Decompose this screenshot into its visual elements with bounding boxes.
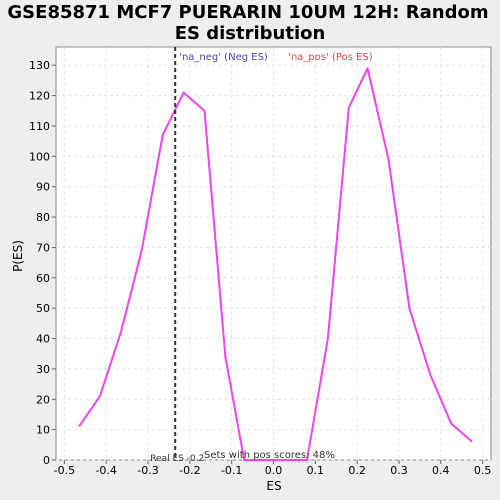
x-tick-label: -0.2: [179, 464, 200, 477]
x-tick-label: 0.3: [390, 464, 408, 477]
y-tick-label: 130: [29, 59, 50, 72]
chart-title-line-1: GSE85871 MCF7 PUERARIN 10UM 12H: Random: [7, 2, 488, 23]
real-es-label: Real ES -0.2: [150, 454, 204, 464]
x-tick-label: 0.4: [432, 464, 450, 477]
x-tick-label: 0.0: [265, 464, 283, 477]
y-tick-label: 20: [36, 393, 50, 406]
y-tick-label: 60: [36, 272, 50, 285]
pos-scores-annotation: Sets with pos scores: 48%: [204, 450, 335, 461]
chart-title-line-2: ES distribution: [175, 23, 326, 44]
y-tick-label: 10: [36, 424, 50, 437]
y-tick-label: 90: [36, 181, 50, 194]
y-axis-label: P(ES): [11, 240, 25, 272]
x-tick-label: -0.3: [137, 464, 158, 477]
y-tick-label: 120: [29, 90, 50, 103]
series-line: [78, 67, 473, 461]
y-tick-label: 30: [36, 363, 50, 376]
neg-es-label: 'na_neg' (Neg ES): [179, 52, 268, 63]
pos-es-label: 'na_pos' (Pos ES): [288, 52, 373, 63]
y-tick-label: 100: [29, 150, 50, 163]
x-tick-label: 0.1: [307, 464, 325, 477]
x-axis-label: ES: [266, 479, 281, 493]
y-tick-label: 50: [36, 302, 50, 315]
x-tick-label: 0.5: [474, 464, 492, 477]
y-tick-label: 0: [43, 454, 50, 467]
x-tick-label: -0.4: [95, 464, 116, 477]
y-tick-label: 110: [29, 120, 50, 133]
grid: [56, 47, 491, 461]
x-tick-label: -0.5: [54, 464, 75, 477]
x-tick-label: -0.1: [221, 464, 242, 477]
axis-ticks: -0.5 -0.4 -0.3 -0.2 -0.1 0.0 0.1 0.2 0.3 0.4 0.5 0 1…: [29, 59, 491, 477]
y-tick-label: 70: [36, 241, 50, 254]
y-tick-label: 40: [36, 333, 50, 346]
x-tick-label: 0.2: [348, 464, 366, 477]
y-tick-label: 80: [36, 211, 50, 224]
